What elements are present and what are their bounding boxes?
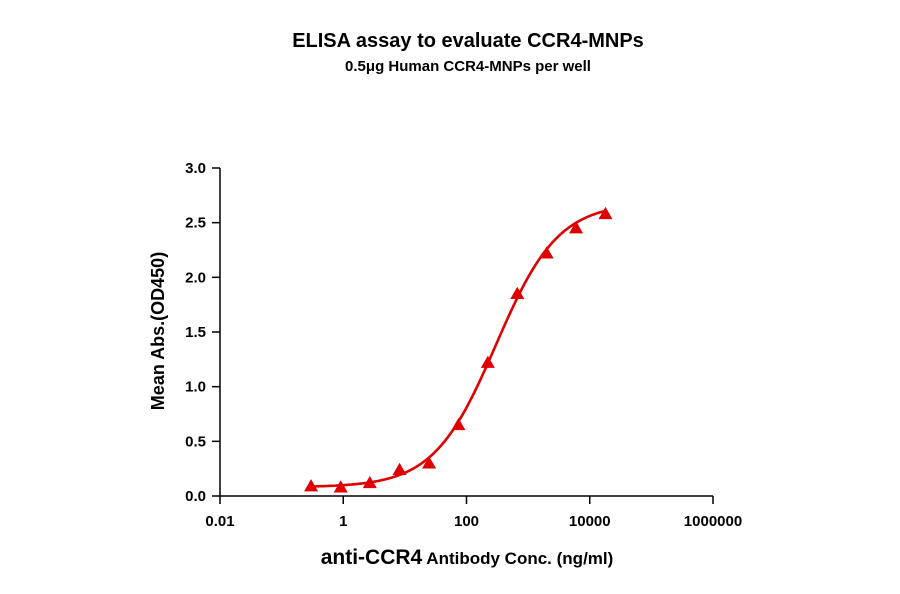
data-point-marker bbox=[451, 417, 466, 431]
data-point-marker bbox=[569, 221, 584, 234]
x-tick-label: 100 bbox=[454, 513, 479, 530]
x-tick-label: 10000 bbox=[569, 513, 611, 530]
x-axis-label-rest: Antibody Conc. (ng/ml) bbox=[422, 549, 613, 568]
fit-curve-layer bbox=[310, 209, 606, 488]
data-point-marker bbox=[598, 206, 613, 220]
y-axis-label: Mean Abs.(OD450) bbox=[148, 252, 168, 410]
chart-title: ELISA assay to evaluate CCR4-MNPs bbox=[292, 30, 644, 52]
x-tick-label: 1 bbox=[339, 513, 347, 530]
chart-subtitle: 0.5μg Human CCR4-MNPs per well bbox=[345, 58, 591, 75]
fit-curve bbox=[310, 209, 606, 488]
y-tick-label: 1.0 bbox=[185, 379, 206, 396]
x-tick-label: 1000000 bbox=[684, 513, 742, 530]
data-point-marker bbox=[304, 479, 319, 492]
y-tick-label: 1.5 bbox=[185, 324, 206, 341]
data-point-marker bbox=[333, 480, 348, 493]
x-axis-label: anti-CCR4 Antibody Conc. (ng/ml) bbox=[321, 546, 614, 569]
y-tick-label: 3.0 bbox=[185, 160, 206, 177]
data-points-layer bbox=[304, 206, 613, 493]
data-point-marker bbox=[362, 475, 377, 489]
x-tick-label: 0.01 bbox=[205, 513, 234, 530]
y-axis: 0.0 0.5 1.0 1.5 2.0 2.5 3.0 bbox=[185, 160, 221, 505]
x-axis-label-main: anti-CCR4 bbox=[321, 546, 423, 569]
data-point-marker bbox=[422, 456, 437, 469]
data-point-marker bbox=[510, 286, 525, 299]
y-tick-label: 2.0 bbox=[185, 269, 206, 286]
y-tick-label: 0.0 bbox=[185, 488, 206, 505]
data-point-marker bbox=[539, 246, 554, 259]
data-point-marker bbox=[480, 355, 495, 368]
y-tick-label: 2.5 bbox=[185, 215, 206, 232]
y-tick-label: 0.5 bbox=[185, 433, 206, 450]
x-axis: 0.01 1 100 10000 1000000 bbox=[205, 495, 742, 530]
data-point-marker bbox=[392, 462, 407, 476]
